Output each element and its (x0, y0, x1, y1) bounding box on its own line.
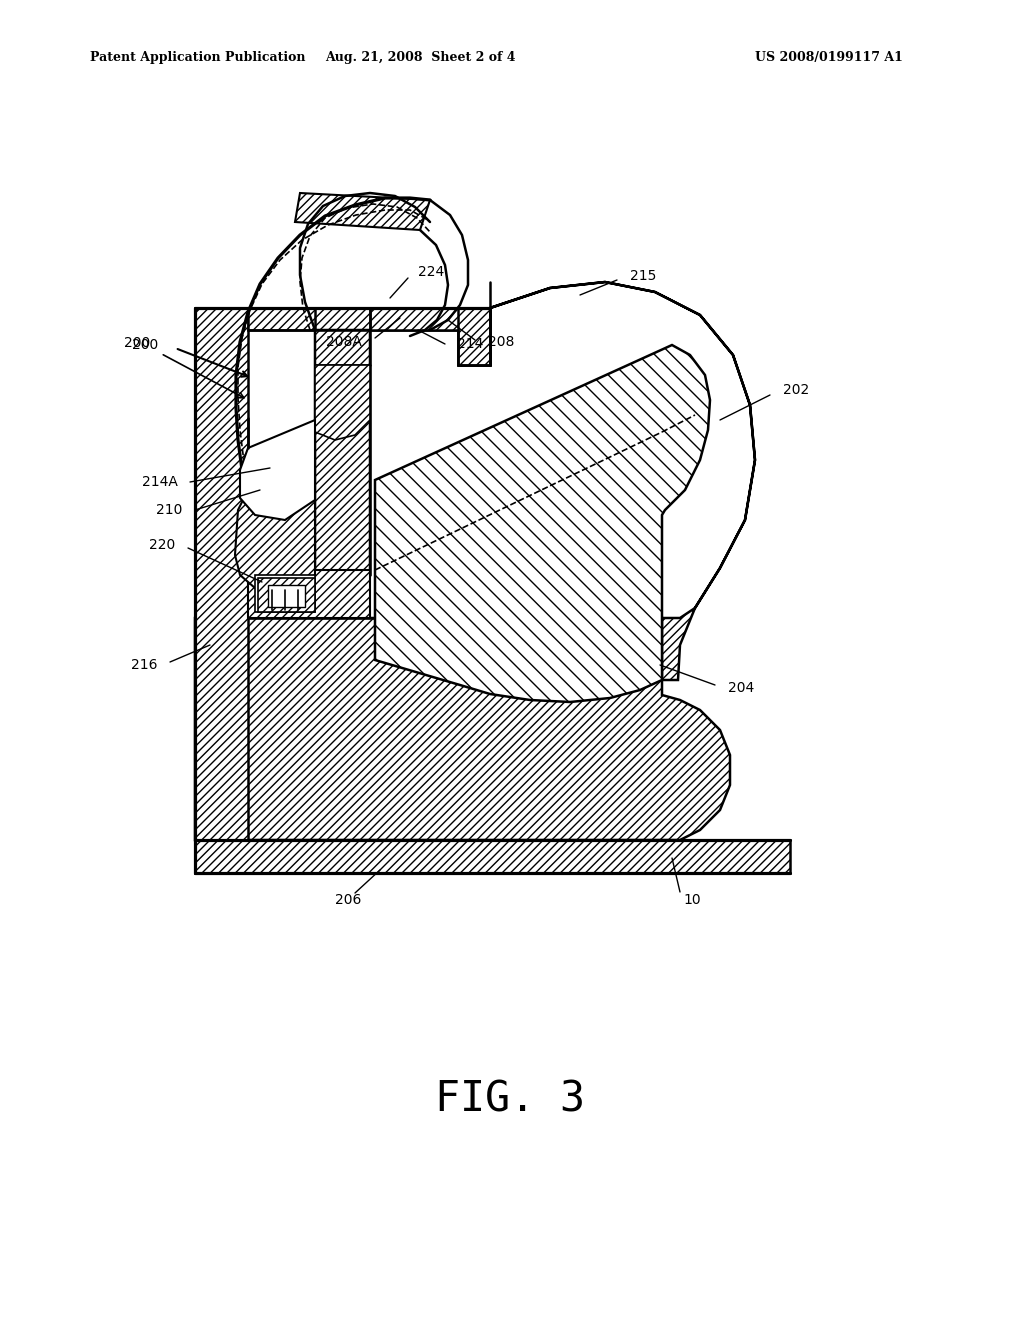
Polygon shape (258, 578, 315, 612)
Polygon shape (248, 308, 490, 366)
Text: 215: 215 (630, 269, 656, 282)
Polygon shape (195, 618, 730, 840)
Text: 220: 220 (148, 539, 175, 552)
Text: 210: 210 (156, 503, 182, 517)
Polygon shape (195, 308, 248, 840)
Text: 214: 214 (457, 337, 483, 351)
Text: 200: 200 (132, 338, 244, 397)
Text: 10: 10 (683, 894, 700, 907)
Text: 214A: 214A (142, 475, 178, 488)
Text: US 2008/0199117 A1: US 2008/0199117 A1 (755, 51, 903, 65)
Text: 204: 204 (728, 681, 755, 696)
Polygon shape (255, 576, 315, 612)
Text: 208A: 208A (326, 335, 362, 348)
Polygon shape (268, 585, 305, 607)
Polygon shape (195, 840, 790, 873)
Polygon shape (240, 420, 315, 520)
Polygon shape (315, 330, 370, 579)
Text: 200: 200 (124, 337, 150, 350)
Polygon shape (295, 193, 430, 230)
Text: Aug. 21, 2008  Sheet 2 of 4: Aug. 21, 2008 Sheet 2 of 4 (325, 51, 515, 65)
Polygon shape (490, 282, 755, 680)
Polygon shape (248, 570, 370, 618)
Text: 206: 206 (335, 894, 361, 907)
Polygon shape (375, 345, 710, 702)
Text: 208: 208 (488, 335, 514, 348)
Polygon shape (315, 366, 370, 440)
Text: Patent Application Publication: Patent Application Publication (90, 51, 305, 65)
Polygon shape (370, 308, 490, 366)
Polygon shape (234, 450, 315, 590)
Text: FIG. 3: FIG. 3 (435, 1078, 585, 1121)
Text: 216: 216 (131, 657, 158, 672)
Text: 224: 224 (418, 265, 444, 279)
Text: 202: 202 (783, 383, 809, 397)
